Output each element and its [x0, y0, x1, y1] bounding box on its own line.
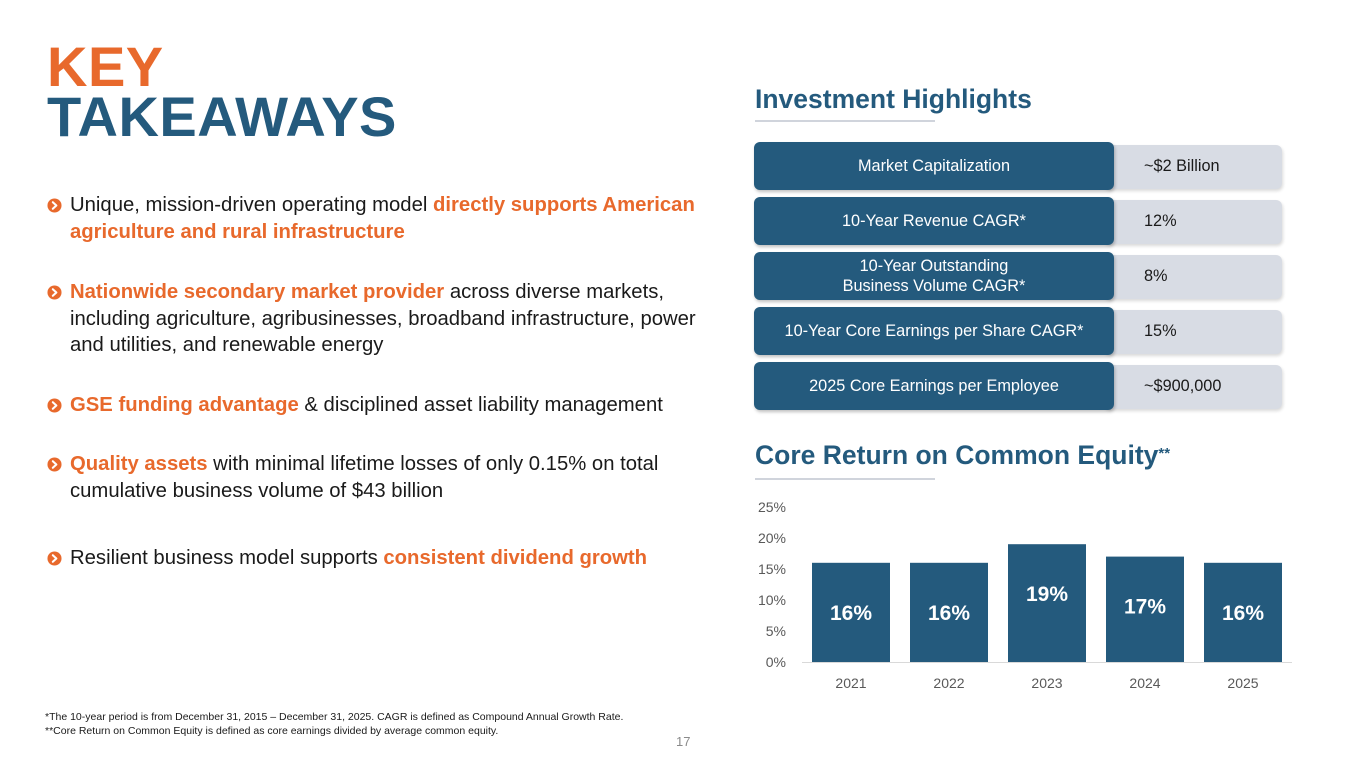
x-tick-label: 2021: [835, 675, 866, 691]
kpi-row: 2025 Core Earnings per Employee ~$900,000: [754, 362, 1284, 410]
kpi-label: 10-Year Revenue CAGR*: [754, 197, 1114, 245]
kpi-label: 2025 Core Earnings per Employee: [754, 362, 1114, 410]
roe-bar-chart: 0% 5% 10% 15% 20% 25% 16% 2021 16% 2022 19% 2023 17%…: [740, 490, 1300, 700]
takeaway-highlight: Quality assets: [70, 453, 208, 475]
takeaway-item: Unique, mission-driven operating model d…: [47, 192, 727, 245]
kpi-value: ~$2 Billion: [1144, 156, 1220, 175]
bar: [910, 562, 988, 662]
arrow-circle-icon: [47, 551, 62, 566]
roe-title: Core Return on Common Equity**: [755, 440, 1170, 471]
bar: [812, 562, 890, 662]
kpi-row: Market Capitalization ~$2 Billion: [754, 142, 1284, 190]
bar: [1008, 544, 1086, 662]
footnotes: *The 10-year period is from December 31,…: [45, 711, 623, 738]
roe-title-text: Core Return on Common Equity: [755, 440, 1159, 470]
roe-title-sup: **: [1158, 445, 1171, 463]
bar-data-label: 16%: [830, 602, 872, 625]
roe-title-rule: [755, 478, 935, 480]
y-tick-label: 5%: [766, 623, 786, 639]
kpi-value-box: [1104, 255, 1282, 299]
y-tick-label: 0%: [766, 654, 786, 670]
y-tick-label: 10%: [758, 592, 786, 608]
page-number: 17: [676, 734, 691, 749]
bar: [1106, 556, 1184, 662]
kpi-label: 10-Year Outstanding Business Volume CAGR…: [754, 252, 1114, 300]
arrow-circle-icon: [47, 285, 62, 300]
arrow-circle-icon: [47, 457, 62, 472]
arrow-circle-icon: [47, 397, 62, 413]
kpi-value: ~$900,000: [1144, 376, 1222, 395]
kpi-value: 15%: [1144, 321, 1177, 340]
takeaway-highlight: Nationwide secondary market provider: [70, 281, 445, 303]
bar: [1204, 562, 1282, 662]
roe-chart-svg: 0% 5% 10% 15% 20% 25% 16% 2021 16% 2022 19% 2023 17%…: [758, 499, 1292, 691]
bar-data-label: 17%: [1124, 596, 1166, 619]
kpi-label-text: Market Capitalization: [857, 157, 1011, 175]
y-tick-label: 20%: [758, 530, 786, 546]
takeaway-text: with minimal lifetime losses of only 0.1…: [70, 453, 659, 502]
kpi-row: 10-Year Revenue CAGR* 12%: [754, 197, 1284, 245]
kpi-label-text: 10-Year Outstanding Business Volume CAGR…: [842, 257, 1026, 295]
bar-data-label: 16%: [1222, 602, 1264, 625]
kpi-value-box: [1104, 200, 1282, 244]
kpi-label-text: 2025 Core Earnings per Employee: [809, 377, 1059, 395]
investment-highlights-title: Investment Highlights: [755, 84, 1032, 114]
footnote-1: *The 10-year period is from December 31,…: [45, 711, 624, 723]
kpi-label-text: 10-Year Core Earnings per Share CAGR*: [784, 322, 1084, 340]
page-title-line2: TAKEAWAYS: [47, 85, 397, 148]
kpi-label: 10-Year Core Earnings per Share CAGR*: [754, 307, 1114, 355]
takeaway-text: & disciplined asset liability management: [298, 393, 663, 416]
takeaway-item: Resilient business model supports consis…: [47, 545, 727, 572]
x-tick-label: 2023: [1031, 675, 1062, 691]
takeaway-text: across diverse markets, including agricu…: [70, 281, 696, 356]
x-tick-label: 2022: [933, 675, 964, 691]
takeaway-text: Unique, mission-driven operating model: [70, 194, 433, 216]
takeaway-item: Quality assets with minimal lifetime los…: [47, 451, 727, 504]
y-tick-label: 15%: [758, 561, 786, 577]
takeaway-highlight: consistent dividend growth: [383, 547, 648, 569]
kpi-value-box: [1104, 365, 1282, 409]
x-tick-label: 2024: [1129, 675, 1160, 691]
y-tick-label: 25%: [758, 499, 786, 515]
footnote-2: **Core Return on Common Equity is define…: [45, 724, 499, 737]
takeaways-list: Unique, mission-driven operating model d…: [47, 192, 727, 606]
kpi-label-text: 10-Year Revenue CAGR*: [841, 212, 1027, 230]
takeaway-item: Nationwide secondary market provider acr…: [47, 279, 727, 359]
kpi-value-box: [1104, 310, 1282, 354]
kpi-row: 10-Year Outstanding Business Volume CAGR…: [754, 252, 1284, 300]
bar-data-label: 19%: [1026, 583, 1068, 606]
page-title-line1: KEY: [47, 35, 164, 98]
investment-highlights-rule: [755, 120, 935, 122]
takeaway-highlight: directly supports American agriculture a…: [70, 194, 695, 243]
page-title: KEY TAKEAWAYS: [47, 35, 397, 148]
takeaway-item: GSE funding advantage & disciplined asse…: [47, 392, 727, 419]
kpi-value-box: [1104, 145, 1282, 189]
kpi-label: Market Capitalization: [754, 142, 1114, 190]
takeaway-text: Resilient business model supports: [70, 547, 384, 569]
kpi-row: 10-Year Core Earnings per Share CAGR* 15%: [754, 307, 1284, 355]
bar-data-label: 16%: [928, 602, 970, 625]
kpi-value: 12%: [1144, 211, 1177, 230]
kpi-value: 8%: [1144, 266, 1168, 285]
x-tick-label: 2025: [1227, 675, 1258, 691]
takeaway-highlight: GSE funding advantage: [70, 393, 299, 416]
arrow-circle-icon: [47, 198, 62, 213]
